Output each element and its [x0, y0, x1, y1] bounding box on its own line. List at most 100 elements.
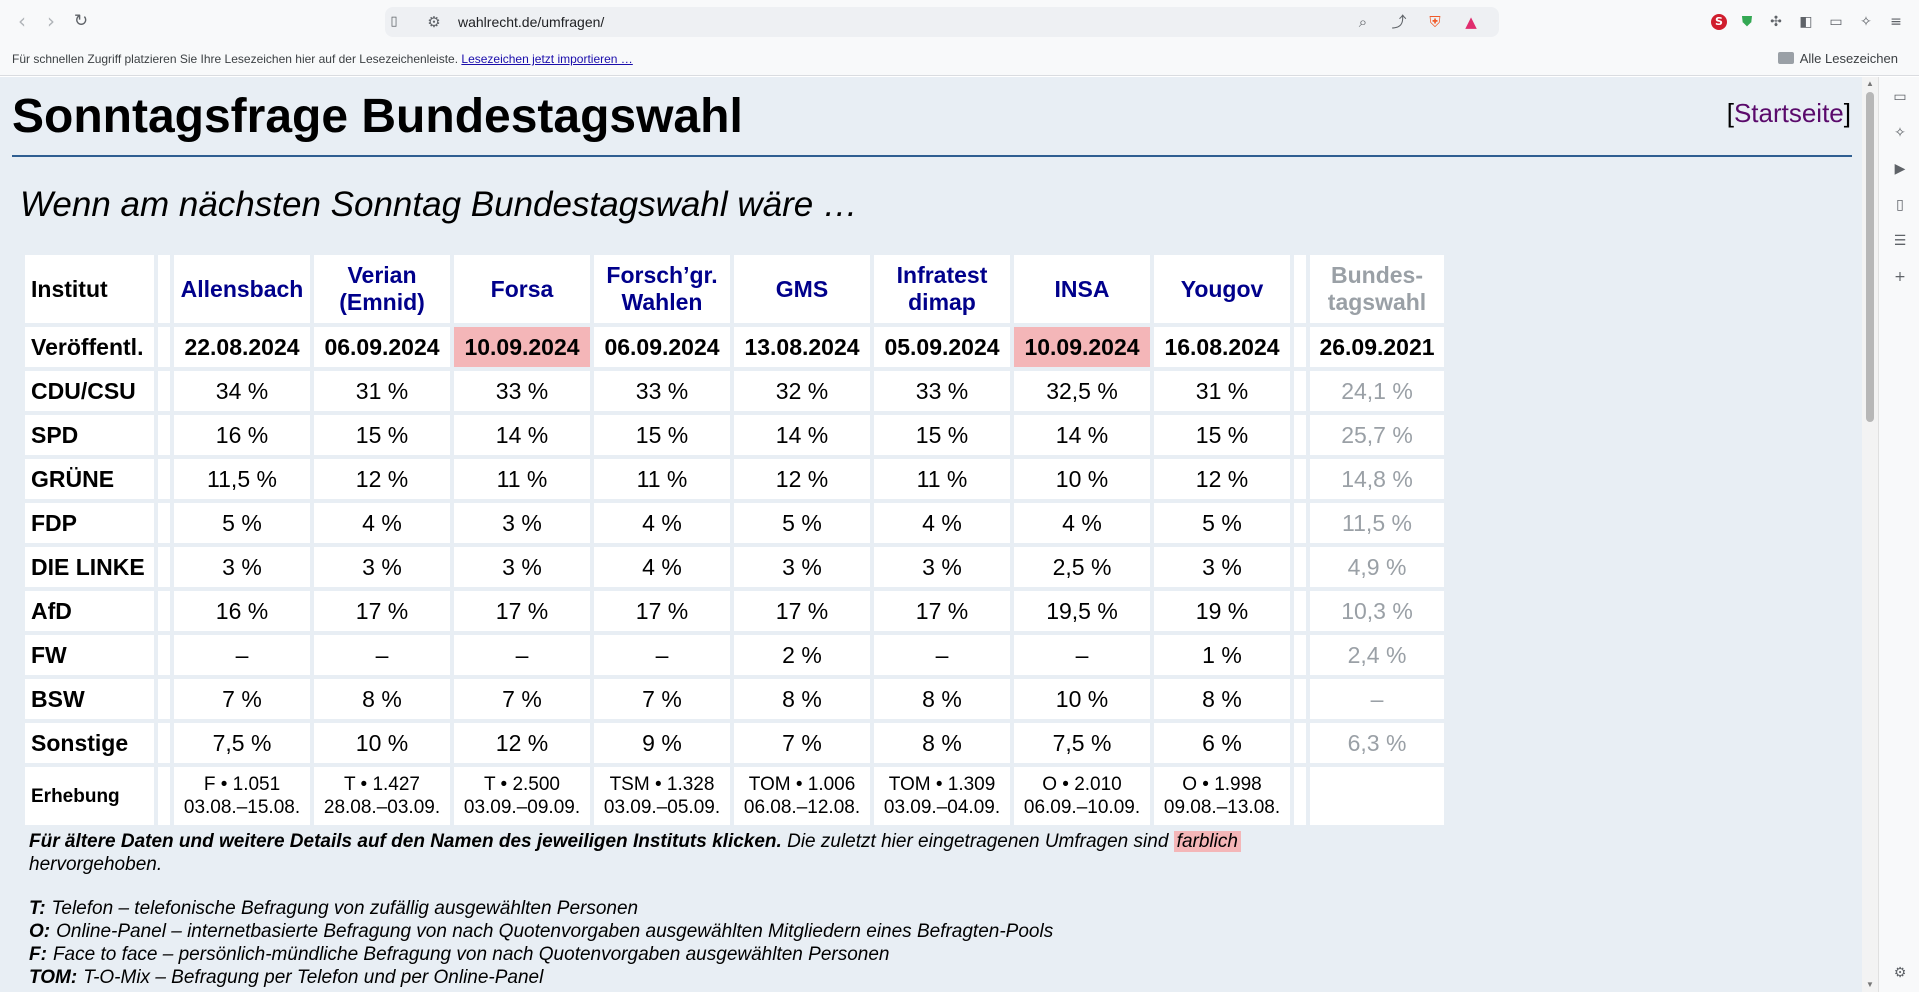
column-separator — [1294, 635, 1306, 675]
poll-value: 11 % — [454, 459, 590, 499]
scroll-thumb[interactable] — [1866, 92, 1874, 422]
institute-link[interactable]: Infratest dimap — [874, 255, 1010, 323]
wallet-panel-icon[interactable]: ▭ — [1893, 89, 1907, 105]
election-value: 11,5 % — [1310, 503, 1444, 543]
survey-method: TOM • 1.006 — [748, 774, 856, 795]
home-link[interactable]: Startseite — [1733, 98, 1844, 128]
election-value: – — [1310, 679, 1444, 719]
institute-link[interactable]: Allensbach — [174, 255, 310, 323]
poll-value: 33 % — [454, 371, 590, 411]
back-icon[interactable]: ‹ — [18, 9, 26, 33]
party-row: BSW 7 % 8 % 7 % 7 % 8 % 8 % 10 % 8 % – — [25, 679, 1444, 719]
menu-icon[interactable]: ≡ — [1890, 14, 1902, 30]
page-content: Sonntagsfrage Bundestagswahl [Startseite… — [0, 77, 1862, 992]
party-row: CDU/CSU 34 % 31 % 33 % 33 % 32 % 33 % 32,5 % 31 … — [25, 371, 1444, 411]
poll-value: 7 % — [594, 679, 730, 719]
bookmark-icon[interactable]: ▯ — [390, 14, 398, 29]
poll-value: 12 % — [454, 723, 590, 763]
institute-link[interactable]: GMS — [734, 255, 870, 323]
reload-icon[interactable]: ↻ — [73, 11, 89, 31]
poll-value: 2 % — [734, 635, 870, 675]
poll-value: 4 % — [1014, 503, 1150, 543]
shield-icon[interactable]: ⛊ — [1741, 14, 1753, 30]
leo-panel-icon[interactable]: ✧ — [1894, 125, 1906, 141]
column-separator — [1294, 459, 1306, 499]
zoom-icon[interactable]: ⌕ — [1358, 13, 1368, 31]
scroll-up-icon[interactable]: ▲ — [1866, 79, 1874, 88]
poll-value: 12 % — [314, 459, 450, 499]
address-bar[interactable]: ▯ ⚙ wahlrecht.de/umfragen/ ⌕ ⤴ ⛨ ▲ — [385, 7, 1499, 37]
note-bold: Für ältere Daten und weitere Details auf… — [29, 831, 782, 852]
import-bookmarks-link[interactable]: Lesezeichen jetzt importieren … — [461, 52, 633, 66]
institute-link[interactable]: Forsch’gr. Wahlen — [594, 255, 730, 323]
institute-link[interactable]: Forsa — [454, 255, 590, 323]
survey-method: TSM • 1.328 — [609, 774, 715, 795]
published-date: 22.08.2024 — [174, 327, 310, 367]
institute-link[interactable]: INSA — [1014, 255, 1150, 323]
poll-value: 4 % — [874, 503, 1010, 543]
scroll-down-icon[interactable]: ▼ — [1866, 980, 1874, 989]
poll-value: 3 % — [1154, 547, 1290, 587]
survey-period: 06.08.–12.08. — [743, 797, 861, 818]
poll-value: 16 % — [174, 591, 310, 631]
survey-row: Erhebung F • 1.051 03.08.–15.08. T • 1.427 2… — [25, 767, 1444, 825]
poll-value: 5 % — [734, 503, 870, 543]
legend-text: Online-Panel – internetbasierte Befragun… — [56, 921, 1054, 942]
bookmarks-hint: Für schnellen Zugriff platzieren Sie Ihr… — [12, 52, 459, 66]
poll-value: 31 % — [1154, 371, 1290, 411]
brave-shield-icon[interactable]: ⛨ — [1429, 13, 1441, 31]
note-highlight: farblich — [1173, 831, 1241, 852]
name-line-1: Infratest — [896, 262, 988, 288]
url-text[interactable]: wahlrecht.de/umfragen/ — [458, 14, 605, 30]
row-label-institut: Institut — [25, 255, 154, 323]
survey-period: 06.09.–10.09. — [1023, 797, 1141, 818]
election-value: 14,8 % — [1310, 459, 1444, 499]
poll-value: 31 % — [314, 371, 450, 411]
poll-value: 14 % — [734, 415, 870, 455]
name-line-1: Forsch’gr. — [606, 262, 718, 288]
poll-value: 33 % — [874, 371, 1010, 411]
poll-value: 15 % — [314, 415, 450, 455]
scrollbar[interactable]: ▲ ▼ — [1862, 77, 1878, 992]
institute-link[interactable]: Verian (Emnid) — [314, 255, 450, 323]
forward-icon[interactable]: › — [47, 9, 55, 33]
column-separator — [158, 255, 170, 323]
home-link-wrapper: [Startseite] — [1727, 98, 1851, 129]
party-row: Sonstige 7,5 % 10 % 12 % 9 % 7 % 8 % 7,5 % 6 % 6,… — [25, 723, 1444, 763]
column-separator — [1294, 415, 1306, 455]
poll-value: – — [174, 635, 310, 675]
share-icon[interactable]: ⤴ — [1391, 13, 1407, 31]
extensions-icon[interactable]: ✣ — [1770, 14, 1782, 30]
bracket-close: ] — [1843, 98, 1851, 128]
wallet-icon[interactable]: ▭ — [1829, 14, 1843, 30]
column-separator — [1294, 503, 1306, 543]
poll-value: 3 % — [734, 547, 870, 587]
sidebar-toggle-icon[interactable]: ◧ — [1799, 14, 1813, 30]
poll-value: 14 % — [1014, 415, 1150, 455]
add-panel-icon[interactable]: + — [1894, 269, 1906, 285]
poll-value: – — [1014, 635, 1150, 675]
reading-list-icon[interactable]: ☰ — [1893, 233, 1907, 249]
bookmarks-panel-icon[interactable]: ▯ — [1896, 197, 1904, 213]
legend-text: T-O-Mix – Befragung per Telefon und per … — [83, 967, 544, 988]
survey-info: TOM • 1.309 03.09.–04.09. — [874, 767, 1010, 825]
poll-value: 16 % — [174, 415, 310, 455]
published-date: 06.09.2024 — [594, 327, 730, 367]
survey-period: 03.08.–15.08. — [183, 797, 301, 818]
election-value: 10,3 % — [1310, 591, 1444, 631]
all-bookmarks-button[interactable]: Alle Lesezeichen — [1777, 51, 1898, 66]
brave-rewards-icon[interactable]: ▲ — [1465, 13, 1477, 31]
institute-link[interactable]: Yougov — [1154, 255, 1290, 323]
poll-value: 8 % — [734, 679, 870, 719]
site-settings-icon[interactable]: ⚙ — [427, 13, 441, 31]
talk-panel-icon[interactable]: ▶ — [1894, 161, 1906, 177]
leo-ai-icon[interactable]: ✧ — [1860, 14, 1872, 30]
folder-icon — [1777, 52, 1794, 64]
poll-value: 7 % — [454, 679, 590, 719]
sidebar-settings-icon[interactable]: ⚙ — [1893, 965, 1907, 981]
column-separator — [158, 591, 170, 631]
name-line-1: Forsa — [490, 275, 554, 302]
poll-value: 7 % — [174, 679, 310, 719]
poll-value: 4 % — [594, 547, 730, 587]
extension-icon[interactable]: S — [1711, 14, 1727, 30]
